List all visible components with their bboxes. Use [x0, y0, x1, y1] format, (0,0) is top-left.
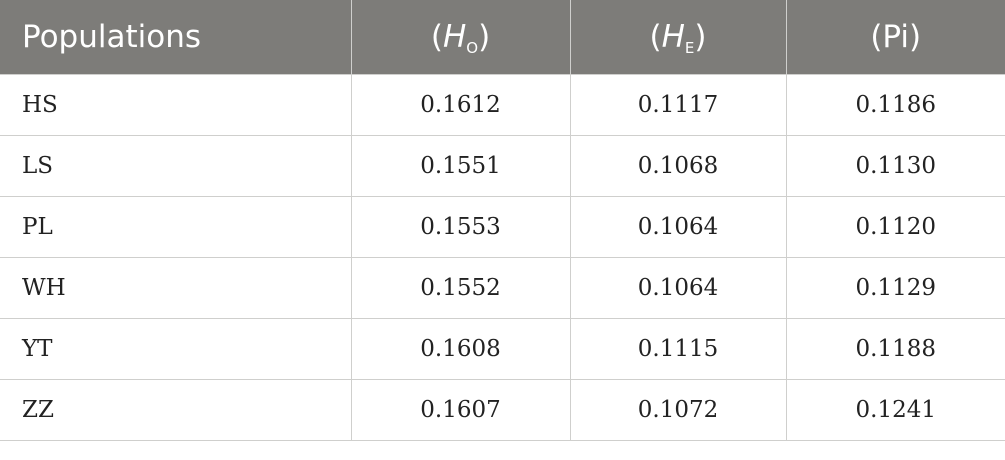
cell-pi: 0.1129 [785, 257, 1005, 319]
cell-he: 0.1115 [569, 318, 786, 380]
cell-population: PL [0, 196, 351, 258]
table-row: PL 0.1553 0.1064 0.1120 [0, 196, 1005, 258]
header-pi-label: (Pi) [870, 19, 922, 55]
table-row: YT 0.1608 0.1115 0.1188 [0, 318, 1005, 380]
cell-ho: 0.1608 [350, 318, 570, 380]
cell-pi: 0.1188 [785, 318, 1005, 380]
cell-population: HS [0, 74, 351, 136]
cell-ho: 0.1551 [350, 135, 570, 197]
header-populations: Populations [0, 0, 351, 75]
table-body: HS 0.1612 0.1117 0.1186 LS 0.1551 0.1068… [0, 74, 1005, 441]
cell-population: LS [0, 135, 351, 197]
cell-pi: 0.1120 [785, 196, 1005, 258]
header-observed-heterozygosity: (HO) [350, 0, 570, 75]
cell-pi: 0.1130 [785, 135, 1005, 197]
header-he-subscript: E [684, 39, 695, 57]
table-row: HS 0.1612 0.1117 0.1186 [0, 74, 1005, 136]
header-nucleotide-diversity: (Pi) [785, 0, 1005, 75]
header-he-symbol: H [661, 19, 685, 55]
cell-pi: 0.1186 [785, 74, 1005, 136]
header-expected-heterozygosity: (HE) [569, 0, 786, 75]
cell-population: YT [0, 318, 351, 380]
header-populations-label: Populations [22, 19, 202, 55]
header-ho-open: ( [430, 19, 443, 55]
header-ho-symbol: H [442, 19, 467, 55]
cell-ho: 0.1612 [350, 74, 570, 136]
cell-he: 0.1117 [569, 74, 786, 136]
table-row: ZZ 0.1607 0.1072 0.1241 [0, 379, 1005, 441]
cell-ho: 0.1553 [350, 196, 570, 258]
header-ho-close: ) [478, 19, 491, 55]
cell-he: 0.1068 [569, 135, 786, 197]
header-ho-subscript: O [466, 39, 479, 57]
cell-population: WH [0, 257, 351, 319]
cell-ho: 0.1607 [350, 379, 570, 441]
table-row: WH 0.1552 0.1064 0.1129 [0, 257, 1005, 319]
cell-he: 0.1064 [569, 257, 786, 319]
cell-pi: 0.1241 [785, 379, 1005, 441]
data-table-container: Populations (HO) (HE) (Pi) HS 0.1612 0.1… [0, 0, 1005, 441]
cell-ho: 0.1552 [350, 257, 570, 319]
cell-population: ZZ [0, 379, 351, 441]
population-diversity-table: Populations (HO) (HE) (Pi) HS 0.1612 0.1… [0, 0, 1005, 441]
table-row: LS 0.1551 0.1068 0.1130 [0, 135, 1005, 197]
header-he-open: ( [649, 19, 662, 55]
header-he-close: ) [694, 19, 707, 55]
header-row: Populations (HO) (HE) (Pi) [0, 0, 1005, 75]
table-header: Populations (HO) (HE) (Pi) [0, 0, 1005, 75]
cell-he: 0.1072 [569, 379, 786, 441]
cell-he: 0.1064 [569, 196, 786, 258]
